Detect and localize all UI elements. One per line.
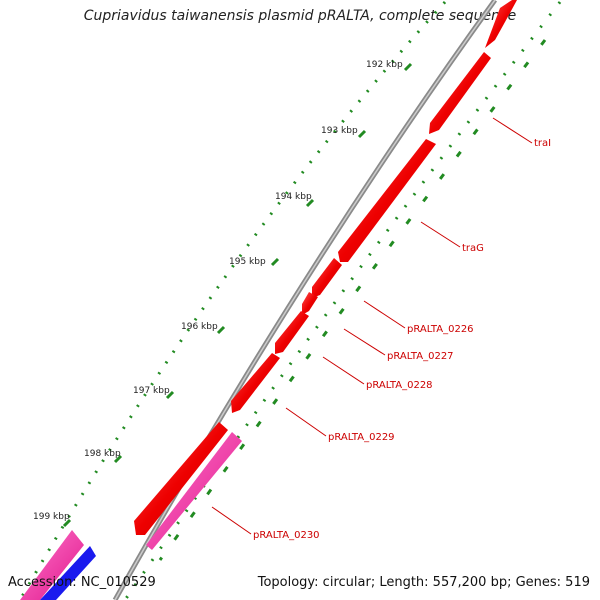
tick-label: 198 kbp bbox=[84, 449, 121, 459]
gene-label-pralta-0230[interactable]: pRALTA_0230 bbox=[253, 530, 320, 541]
tick-label: 197 kbp bbox=[133, 386, 170, 396]
tick-label: 192 kbp bbox=[366, 60, 403, 70]
tick-marks bbox=[62, 62, 413, 528]
gene-feature[interactable] bbox=[134, 422, 228, 535]
tick-label: 195 kbp bbox=[229, 257, 266, 267]
accession-text: Accession: NC_010529 bbox=[8, 575, 156, 590]
gene-feature-pralta-0228[interactable] bbox=[275, 311, 309, 354]
tick-label: 196 kbp bbox=[181, 322, 218, 332]
gene-feature-pralta-0229[interactable] bbox=[231, 353, 280, 413]
gene-feature[interactable] bbox=[20, 530, 84, 600]
tick-label: 199 kbp bbox=[33, 512, 70, 522]
gene-feature-trag[interactable] bbox=[338, 139, 436, 262]
gene-feature-pralta-0226[interactable] bbox=[312, 258, 342, 298]
gene-label-trag[interactable]: traG bbox=[462, 243, 484, 254]
gc-content-track-inner bbox=[123, 1, 562, 600]
gc-skew-track bbox=[158, 39, 547, 561]
gene-label-pralta-0227[interactable]: pRALTA_0227 bbox=[387, 351, 454, 362]
tick-label: 194 kbp bbox=[275, 192, 312, 202]
gene-label-pralta-0229[interactable]: pRALTA_0229 bbox=[328, 432, 395, 443]
gene-label-trai[interactable]: traI bbox=[534, 138, 551, 149]
gene-label-pralta-0228[interactable]: pRALTA_0228 bbox=[366, 380, 433, 391]
topology-summary: Topology: circular; Length: 557,200 bp; … bbox=[257, 575, 590, 590]
gene-feature-pralta-0230[interactable] bbox=[146, 432, 242, 550]
backbone-highlight bbox=[114, 0, 496, 600]
tick-label: 193 kbp bbox=[321, 126, 358, 136]
map-title: Cupriavidus taiwanensis plasmid pRALTA, … bbox=[83, 8, 517, 24]
gene-feature-pralta-0227[interactable] bbox=[302, 292, 318, 315]
gene-feature[interactable] bbox=[40, 546, 96, 600]
label-leaders bbox=[211, 117, 533, 535]
gene-feature[interactable] bbox=[485, 0, 517, 48]
gc-content-track-outer bbox=[18, 0, 447, 600]
gene-label-pralta-0226[interactable]: pRALTA_0226 bbox=[407, 324, 474, 335]
gene-feature-trai[interactable] bbox=[429, 52, 491, 134]
